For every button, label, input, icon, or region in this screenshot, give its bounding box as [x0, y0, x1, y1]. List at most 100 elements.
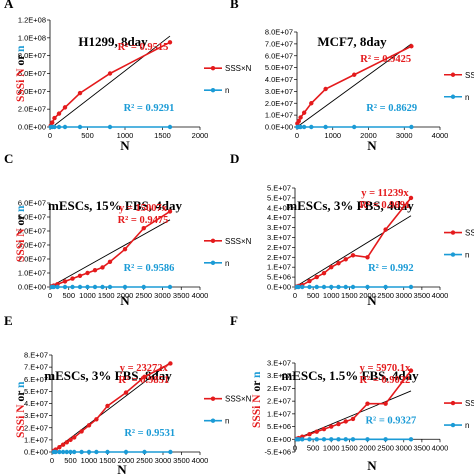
data-point-sss [408, 195, 414, 201]
data-point-sss [77, 90, 83, 96]
fit-equation: y = 11239x [361, 188, 409, 199]
trendline [294, 215, 412, 288]
y-axis-label-part: N [15, 404, 27, 416]
data-point-n [314, 437, 319, 442]
data-point-sss [343, 257, 348, 262]
data-point-n [122, 284, 128, 290]
chart-title: mESCs, 15% FBS, 4day [48, 198, 182, 213]
x-axis-label: N [117, 462, 127, 474]
r2-sss: R² = 0.9475 [118, 215, 169, 226]
data-point-n [167, 124, 173, 130]
data-point-sss [321, 426, 327, 432]
y-tick-label: 7.0E+07 [265, 39, 293, 48]
data-point-sss [107, 71, 113, 76]
legend-marker-n [210, 418, 216, 423]
data-point-sss [329, 265, 334, 270]
y-tick-label: 2.E+07 [267, 397, 291, 406]
data-point-sss [85, 270, 90, 276]
y-axis-label-part: n [15, 45, 27, 52]
x-tick-label: 3000 [154, 291, 171, 300]
r2-sss: R² = 0.9091 [359, 200, 410, 211]
data-point-sss [321, 270, 327, 276]
x-tick-label: 1000 [323, 291, 340, 300]
x-tick-label: 3500 [173, 456, 190, 465]
data-point-n [51, 284, 56, 290]
x-axis-label: N [367, 138, 377, 153]
panel-letter: F [230, 313, 238, 328]
y-tick-label: 3.E+07 [24, 411, 48, 420]
x-tick-label: 1000 [117, 131, 134, 140]
x-tick-label: 0 [48, 131, 52, 140]
y-axis-label: SSSi N or n [251, 371, 263, 428]
x-tick-label: 3000 [395, 443, 412, 452]
y-tick-label: 1.E+07 [267, 409, 291, 418]
data-point-sss [383, 227, 388, 232]
y-tick-label: 2.E+07 [24, 423, 48, 432]
y-axis-label-part: or [251, 378, 263, 394]
chart-title: mESCs, 3% FBS, 4day [286, 198, 414, 213]
x-tick-label: 0 [48, 291, 52, 300]
data-point-sss [62, 105, 68, 110]
data-point-n [86, 449, 92, 455]
x-axis-label: N [120, 138, 130, 153]
y-axis-label-part: SSSi [15, 239, 27, 262]
data-point-sss [94, 417, 99, 422]
panel-d: D0 500 1000 1500 2000 2500 3000 3500 40000.E+005… [230, 151, 474, 300]
data-point-n [77, 284, 83, 290]
data-point-n [64, 449, 70, 455]
x-tick-label: 2000 [359, 443, 376, 452]
r2-n: R² = 0.9586 [124, 263, 175, 274]
r2-n: R² = 0.992 [368, 263, 414, 274]
data-point-n [298, 124, 303, 130]
y-tick-label: 6.0E+07 [265, 51, 293, 60]
panel-e: E 0 500 1000 1500 2000 2500 3000 3500 4000 0.E+00 1… [4, 313, 252, 465]
data-point-sss [168, 361, 173, 366]
data-point-n [336, 284, 341, 290]
data-point-n [296, 437, 301, 442]
data-point-n [168, 449, 173, 455]
data-point-n [329, 437, 334, 442]
x-tick-label: 0 [50, 456, 54, 465]
y-tick-label: 3.E+07 [267, 233, 291, 242]
data-point-sss [57, 444, 62, 450]
y-axis-label: SSSi N or n [15, 45, 27, 102]
y-tick-label: 3.0E+07 [18, 241, 46, 250]
data-point-sss [323, 86, 328, 92]
data-point-n [142, 449, 147, 455]
x-tick-label: 1500 [341, 443, 358, 452]
data-point-n [60, 449, 66, 455]
r2-n: R² = 0.9291 [124, 103, 175, 114]
legend-marker-n [450, 422, 456, 428]
y-tick-label: 1.E+07 [24, 435, 48, 444]
trendline [49, 35, 171, 130]
x-tick-label: 500 [307, 291, 320, 300]
data-point-sss [314, 429, 319, 434]
data-point-sss [298, 115, 303, 120]
legend-label-n: n [465, 93, 469, 102]
data-point-n [105, 449, 110, 455]
y-tick-label: 5.E+06 [267, 273, 291, 282]
y-tick-label: 4.0E+07 [18, 227, 46, 236]
panel-a: A 0 500 1000 1500 2000 0.0E+00 2.0E+07 4.0E+07 6.… [4, 0, 252, 140]
legend-label-sss: SSS×N [465, 229, 474, 238]
trendline [51, 361, 171, 453]
x-tick-label: 4000 [432, 443, 449, 452]
data-point-n [100, 284, 105, 290]
y-tick-label: 6.0E+07 [18, 199, 46, 208]
x-tick-label: 500 [64, 456, 77, 465]
y-tick-label: 3.E+07 [267, 371, 291, 380]
panel-letter: D [230, 151, 239, 166]
data-point-sss [336, 261, 341, 266]
data-point-n [365, 437, 370, 442]
data-point-n [55, 284, 60, 290]
y-tick-label: -5.E+06 [265, 448, 291, 457]
data-point-n [94, 449, 99, 455]
x-tick-label: 2500 [135, 291, 152, 300]
data-point-sss [141, 226, 146, 231]
x-tick-label: 2500 [136, 456, 153, 465]
data-point-n [307, 437, 312, 442]
data-point-sss [86, 423, 92, 428]
x-tick-label: 3000 [395, 291, 412, 300]
panel-letter: A [4, 0, 14, 11]
y-tick-label: 1.0E+07 [18, 269, 46, 278]
